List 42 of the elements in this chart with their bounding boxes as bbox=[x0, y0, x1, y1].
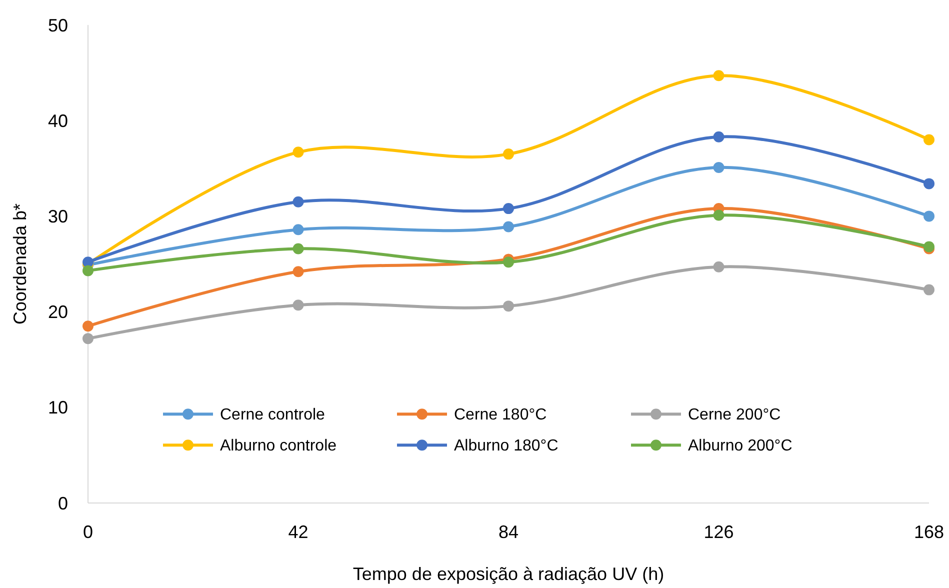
point bbox=[292, 300, 304, 311]
point bbox=[503, 203, 514, 214]
x-tick-label: 84 bbox=[498, 522, 519, 542]
point bbox=[82, 265, 94, 276]
y-tick-label: 50 bbox=[48, 15, 68, 36]
point bbox=[503, 300, 514, 312]
point bbox=[924, 178, 934, 190]
point bbox=[713, 261, 724, 272]
point bbox=[292, 146, 304, 158]
y-tick-label: 40 bbox=[48, 110, 68, 131]
point bbox=[924, 134, 934, 146]
legend-label: Alburno 180°C bbox=[454, 438, 558, 455]
point bbox=[924, 284, 934, 296]
legend-label: Cerne controle bbox=[220, 406, 326, 424]
point bbox=[503, 221, 514, 232]
point bbox=[503, 148, 514, 160]
x-tick-label: 0 bbox=[82, 522, 94, 542]
y-tick-label: 10 bbox=[48, 398, 68, 418]
point bbox=[292, 224, 304, 236]
y-tick-label: 0 bbox=[58, 493, 68, 514]
x-tick-label: 42 bbox=[288, 522, 308, 542]
y-axis-title: Coordenada b* bbox=[10, 203, 30, 325]
point bbox=[713, 70, 724, 82]
x-tick-label: 126 bbox=[704, 522, 734, 542]
legend-label: Cerne 180°C bbox=[454, 406, 547, 424]
point bbox=[713, 131, 724, 142]
x-tick-label: 168 bbox=[914, 522, 944, 542]
point bbox=[292, 196, 304, 208]
point bbox=[713, 210, 724, 221]
point bbox=[503, 256, 514, 268]
point bbox=[292, 266, 304, 278]
x-axis-title: Tempo de exposição à radiação UV (h) bbox=[352, 564, 664, 584]
point bbox=[292, 243, 304, 254]
y-tick-label: 30 bbox=[48, 206, 68, 226]
legend-label: Alburno 200°C bbox=[688, 438, 792, 455]
y-tick-label: 20 bbox=[48, 302, 68, 322]
legend-label: Alburno controle bbox=[220, 438, 337, 455]
point bbox=[924, 210, 934, 222]
point bbox=[713, 162, 724, 173]
point bbox=[82, 320, 94, 332]
point bbox=[82, 333, 94, 344]
legend-label: Cerne 200°C bbox=[688, 406, 781, 424]
